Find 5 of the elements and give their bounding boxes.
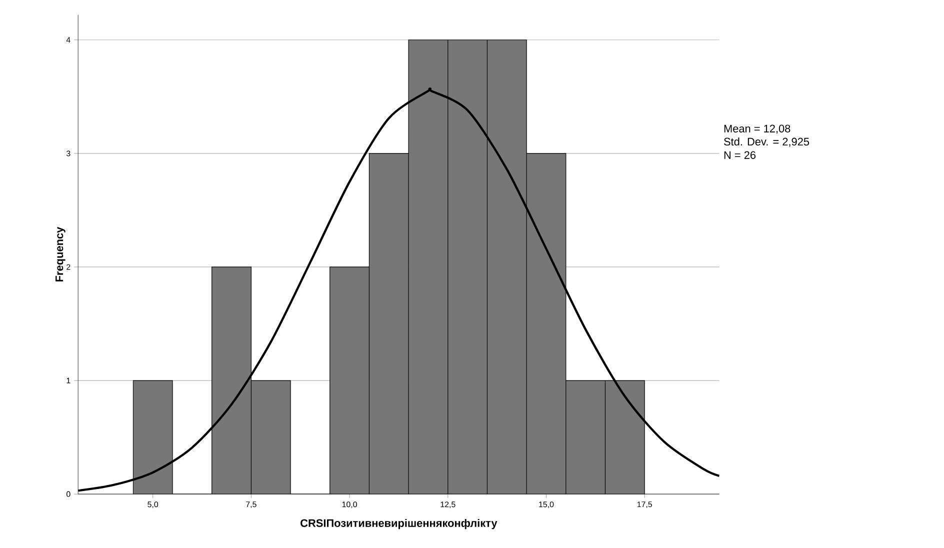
text: N = 26 bbox=[724, 151, 756, 160]
x-axis-title: CRSIПозитивневирішенняконфлікту bbox=[300, 519, 498, 530]
text: Mean = 12,08 bbox=[724, 124, 790, 134]
y-axis-title: Frequency bbox=[56, 227, 66, 282]
text: Std. Dev. = 2,925 bbox=[724, 138, 810, 147]
